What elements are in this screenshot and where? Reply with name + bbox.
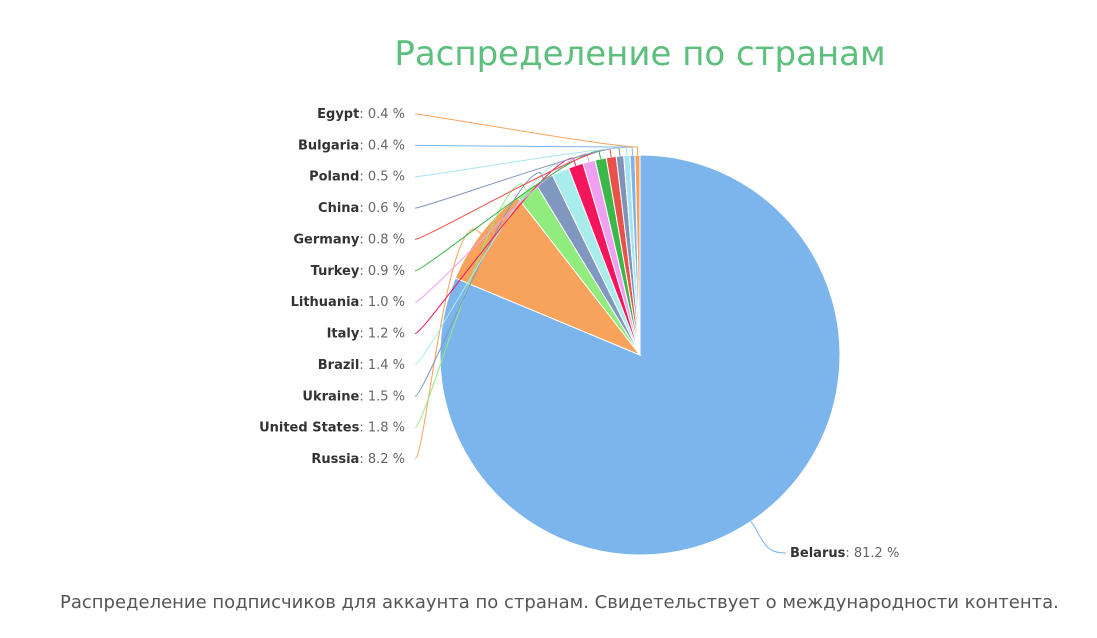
pie-slices [439,154,841,556]
data-label-egypt: Egypt: 0.4 % [317,107,405,122]
data-label-russia: Russia: 8.2 % [311,452,405,467]
chart-title: Распределение по странам [394,34,886,74]
data-label-value: : 0.4 % [359,107,405,122]
data-label-value: : 0.9 % [359,264,405,279]
data-label-poland: Poland: 0.5 % [309,170,405,185]
pie-slice-russia[interactable] [454,196,642,357]
data-label-name: Germany [293,232,359,247]
data-label-value: : 1.0 % [359,295,405,310]
label-connectors [414,113,787,554]
data-label-name: Belarus [790,546,846,561]
data-label-value: : 1.4 % [359,358,405,373]
data-label-name: Lithuania [291,295,360,310]
data-label-turkey: Turkey: 0.9 % [311,264,405,279]
data-label-name: Ukraine [302,389,359,404]
data-label-united-states: United States: 1.8 % [259,421,405,436]
data-label-value: : 0.8 % [359,232,405,247]
data-label-value: : 0.6 % [359,201,405,216]
data-label-belarus: Belarus: 81.2 % [790,546,899,561]
connector-brazil [414,163,561,366]
slice-labels: Belarus: 81.2 % Russia: 8.2 % United State… [259,107,899,561]
data-label-name: Bulgaria [298,138,359,153]
data-label-name: Egypt [317,107,359,122]
data-label-name: Poland [309,170,359,185]
data-label-name: China [318,201,359,216]
connector-ukraine [414,171,545,397]
data-label-bulgaria: Bulgaria: 0.4 % [298,138,405,153]
connector-belarus [750,521,787,554]
data-label-value: : 8.2 % [359,452,405,467]
data-label-name: Turkey [311,264,360,279]
connector-egypt [414,113,638,156]
data-label-value: : 0.5 % [359,170,405,185]
data-label-name: Brazil [318,358,360,373]
connector-russia [414,228,482,460]
data-label-lithuania: Lithuania: 1.0 % [291,295,405,310]
data-label-germany: Germany: 0.8 % [293,232,405,247]
data-label-name: Russia [311,452,359,467]
data-label-value: : 1.8 % [359,421,405,436]
data-label-china: China: 0.6 % [318,201,405,216]
data-label-value: : 1.5 % [359,389,405,404]
data-label-italy: Italy: 1.2 % [327,327,405,342]
data-label-value: : 0.4 % [359,138,405,153]
chart-caption: Распределение подписчиков для аккаунта п… [60,592,1059,613]
data-label-value: : 1.2 % [359,327,405,342]
data-label-brazil: Brazil: 1.4 % [318,358,405,373]
data-label-ukraine: Ukraine: 1.5 % [302,389,405,404]
connector-poland [414,146,628,178]
data-label-value: : 81.2 % [845,546,899,561]
data-label-name: Italy [327,327,360,342]
pie-chart: Belarus: 81.2 % Russia: 8.2 % United State… [259,107,899,561]
connector-bulgaria [414,144,633,156]
data-label-name: United States [259,421,360,436]
